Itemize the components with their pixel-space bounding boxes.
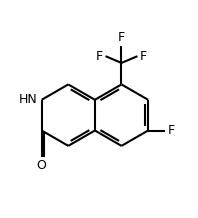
Text: O: O bbox=[37, 159, 47, 172]
Text: F: F bbox=[140, 50, 147, 63]
Text: F: F bbox=[168, 124, 175, 137]
Text: HN: HN bbox=[19, 93, 38, 106]
Text: F: F bbox=[96, 50, 103, 63]
Text: F: F bbox=[118, 31, 125, 44]
